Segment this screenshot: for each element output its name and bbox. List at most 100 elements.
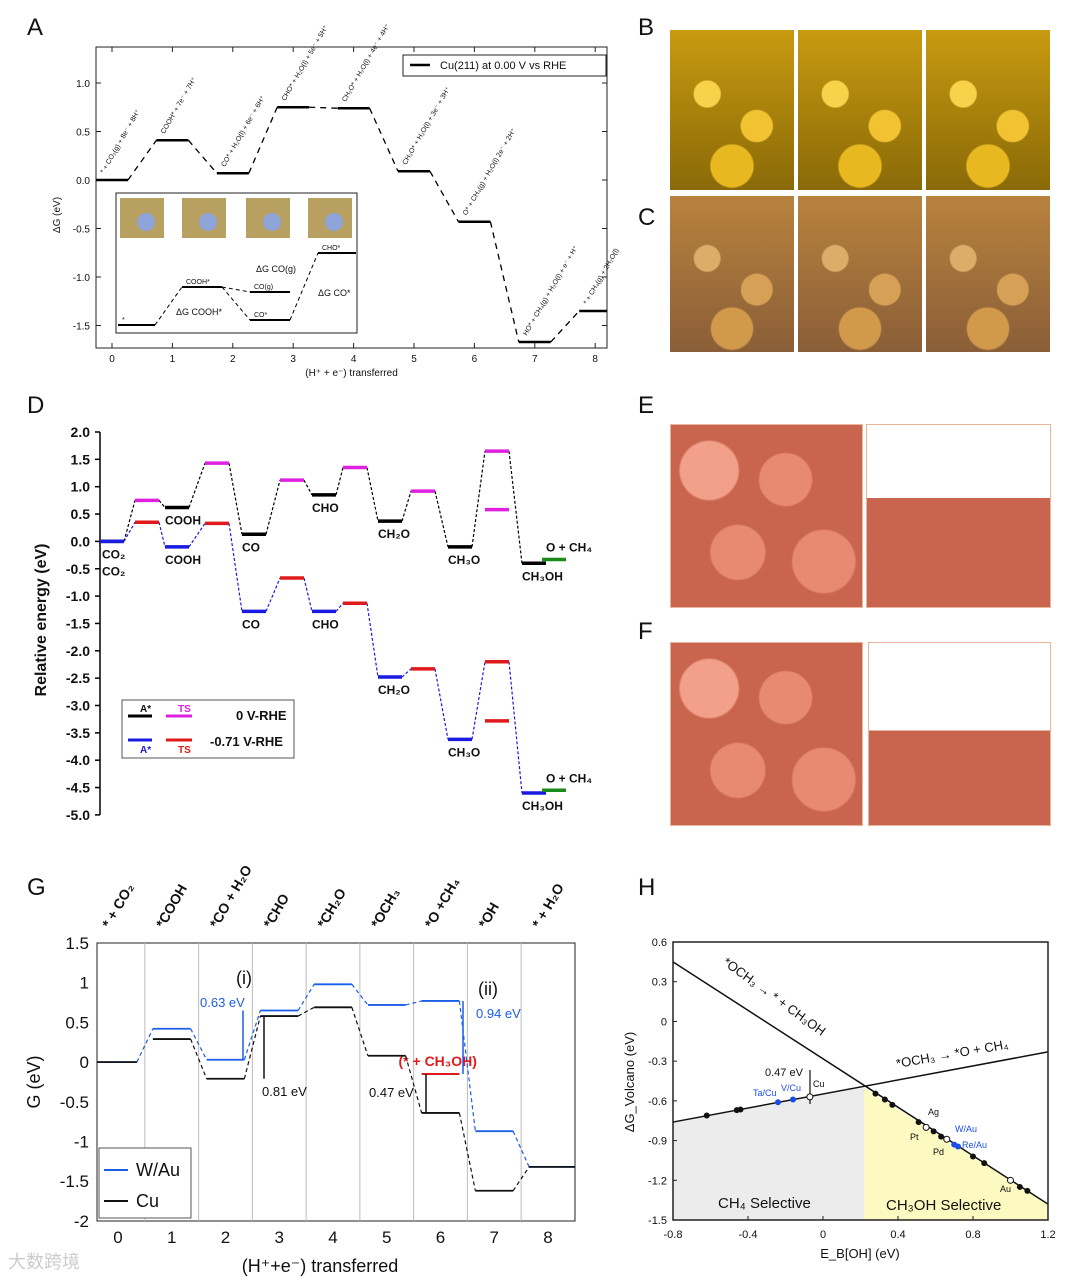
annotation-g: (i)	[236, 968, 252, 988]
y-tick-label-a: 0.0	[76, 176, 90, 187]
connector-d	[158, 522, 166, 548]
structure-image-b1	[670, 30, 794, 190]
state-label-a: CHO* + H₂O(l) + 5e⁻ + 5H⁺	[281, 24, 330, 102]
top-label-g: *CO + H₂O	[206, 862, 255, 930]
state-label-d: CH₃OH	[522, 799, 563, 813]
legend-label-d: A*	[140, 704, 151, 715]
connector-g	[136, 1028, 154, 1063]
y-tick-label-g: -1	[74, 1133, 89, 1152]
inset-annotation: ΔG CO(g)	[256, 264, 296, 274]
annotation-g: 0.81 eV	[262, 1084, 307, 1099]
data-point-h	[981, 1160, 988, 1167]
y-tick-label-d: -2.5	[66, 670, 90, 686]
inset-level-label: COOH*	[186, 279, 210, 286]
state-label-d: COOH	[165, 553, 201, 567]
y-tick-label-d: 0.0	[71, 533, 91, 549]
state-label-d: CH₂O	[378, 527, 410, 541]
legend-label-g: W/Au	[136, 1160, 180, 1180]
y-tick-label-h: 0.3	[652, 977, 667, 989]
inset-adsorbate-icon	[325, 213, 343, 231]
x-tick-label-a: 6	[472, 354, 478, 365]
plot-frame-g	[96, 942, 576, 1222]
state-label-d: CO	[242, 617, 260, 631]
connector-d	[303, 577, 313, 612]
y-tick-label-a: -0.5	[73, 225, 91, 236]
data-point-h	[930, 1128, 937, 1135]
point-label-h: Re/Au	[962, 1140, 987, 1150]
connector-d	[471, 451, 486, 547]
inset-level-label: *	[122, 317, 125, 324]
y-tick-label-g: 1	[80, 974, 89, 993]
state-label-d: CHO	[312, 501, 339, 515]
y-tick-label-d: -0.5	[66, 561, 90, 577]
plot-frame-h	[672, 941, 1049, 1221]
connector-d	[158, 499, 166, 508]
connector-g	[243, 1015, 261, 1079]
y-tick-label-d: -1.0	[66, 588, 90, 604]
x-axis-label-h: E_B[OH] (eV)	[820, 1246, 899, 1261]
data-point-h	[881, 1096, 888, 1103]
connector-g	[190, 1028, 208, 1060]
y-tick-label-d: 0.5	[71, 506, 91, 522]
state-label-d: CO	[242, 540, 260, 554]
x-tick-label-g: 7	[490, 1228, 499, 1247]
connector-a	[127, 139, 157, 181]
legend-label-d: 0 V-RHE	[236, 708, 287, 723]
inset-level-label: CHO*	[322, 245, 341, 252]
annotation-g: 0.63 eV	[200, 995, 245, 1010]
inset-connector	[289, 252, 319, 321]
point-label-h: Pt	[910, 1132, 919, 1142]
state-label-a: * + CH₄(g) + 2H₂O(l)	[583, 247, 621, 306]
data-point-h	[915, 1119, 922, 1126]
legend-label-d: A*	[140, 745, 151, 756]
inset-adsorbate-icon	[263, 213, 281, 231]
state-label-d: CH₂O	[378, 683, 410, 697]
legend-g	[98, 1147, 192, 1219]
data-point-h	[790, 1096, 796, 1103]
structure-image-c1	[670, 196, 794, 352]
x-tick-label-a: 8	[592, 354, 598, 365]
y-tick-label-h: 0.6	[652, 937, 667, 949]
state-label-a: COOH* + 7e⁻ + 7H⁺	[160, 76, 198, 135]
connector-g	[405, 1000, 422, 1006]
x-tick-label-a: 1	[170, 354, 176, 365]
panel-label-c: C	[638, 204, 656, 231]
connector-d	[335, 602, 344, 612]
panel-label-a: A	[27, 14, 44, 41]
point-label-h: Au	[1000, 1184, 1011, 1194]
structure-image-f2	[868, 642, 1051, 826]
top-label-g: * + H₂O	[529, 880, 567, 930]
connector-a	[429, 170, 459, 223]
connector-a	[369, 107, 399, 172]
x-tick-label-g: 6	[436, 1228, 445, 1247]
connector-d	[434, 668, 449, 740]
product-label-d: O + CH₄	[546, 540, 592, 554]
product-label-d: O + CH₄	[546, 771, 592, 785]
connector-a	[309, 106, 338, 109]
y-tick-label-g: 0.5	[65, 1013, 89, 1032]
panel-label-h: H	[638, 874, 656, 901]
y-tick-label-d: -4.5	[66, 780, 90, 796]
watermark: 大数跨境	[8, 1252, 80, 1272]
data-point-h	[943, 1135, 951, 1143]
x-tick-label-g: 3	[275, 1228, 284, 1247]
legend-label-d: TS	[178, 704, 191, 715]
y-axis-label-g: G (eV)	[24, 1055, 44, 1108]
connector-a	[489, 221, 520, 343]
x-tick-label-a: 0	[109, 354, 115, 365]
inset-level-label: CO(g)	[254, 284, 273, 291]
connector-d	[401, 490, 412, 522]
legend-label-g: Cu	[136, 1191, 159, 1211]
connector-d	[335, 467, 344, 496]
state-label-a: * + CO₂(g) + 8e⁻ + 8H⁺	[100, 108, 142, 175]
inset-connector	[154, 286, 183, 326]
y-tick-label-d: -4.0	[66, 752, 90, 768]
top-label-g: * + CO₂	[99, 880, 137, 930]
structure-image-c3	[926, 196, 1050, 352]
top-label-g: *O +CH₄	[421, 875, 463, 931]
data-point-h	[806, 1093, 814, 1101]
panel-label-d: D	[27, 392, 45, 419]
x-tick-label-a: 7	[532, 354, 538, 365]
